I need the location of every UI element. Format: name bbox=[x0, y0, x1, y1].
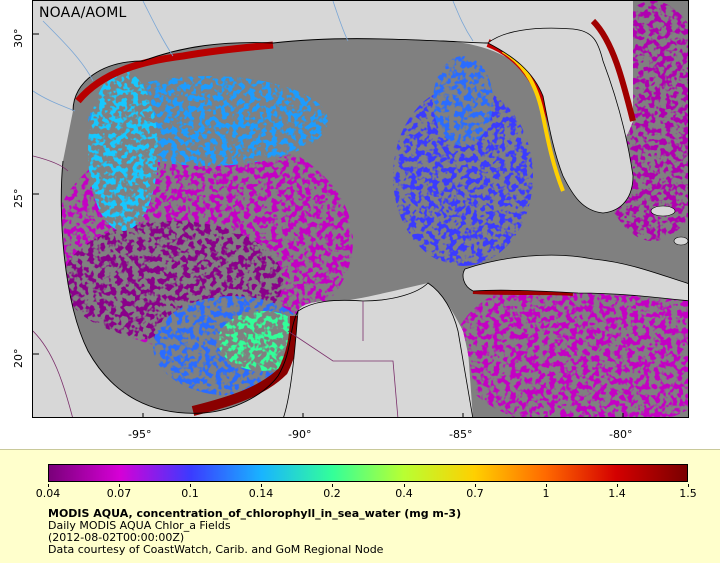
chlorophyll-map bbox=[33, 1, 688, 417]
border bbox=[287, 330, 399, 417]
gulf-coastline bbox=[60, 38, 489, 414]
bahamas-island bbox=[650, 205, 676, 217]
frame-ticks bbox=[33, 33, 624, 417]
y-tick-label: 20° bbox=[12, 348, 25, 369]
river bbox=[332, 1, 349, 42]
colorbar-label: 0.7 bbox=[466, 487, 484, 500]
border bbox=[33, 330, 73, 417]
texas-shelf-field bbox=[88, 71, 158, 231]
colorbar-tick bbox=[546, 484, 547, 487]
colorbar-tick bbox=[119, 484, 120, 487]
loop-current-field bbox=[433, 56, 493, 146]
legend-panel: 0.04 0.07 0.1 0.14 0.2 0.4 0.7 1 1.4 1.5 MODIS AQ… bbox=[0, 449, 720, 563]
colorbar-tick bbox=[332, 484, 333, 487]
y-tick-label: 25° bbox=[12, 188, 25, 209]
legend-credit: Data courtesy of CoastWatch, Carib. and … bbox=[48, 543, 384, 556]
y-tick-label: 30° bbox=[12, 28, 25, 49]
x-tick-label: -90° bbox=[288, 428, 312, 441]
colorbar-label: 0.14 bbox=[248, 487, 274, 500]
borders bbox=[33, 155, 399, 417]
colorbar-label: 1.5 bbox=[679, 487, 697, 500]
colorbar-tick bbox=[688, 484, 689, 487]
florida-land bbox=[487, 27, 634, 214]
legend-time: (2012-08-02T00:00:00Z) bbox=[48, 531, 185, 544]
x-tick-label: -95° bbox=[128, 428, 152, 441]
river bbox=[142, 1, 174, 57]
border bbox=[33, 155, 69, 172]
colorbar-label: 0.2 bbox=[323, 487, 341, 500]
map-frame: NOAA/AOML bbox=[32, 0, 689, 418]
florida-west-coast-yellow bbox=[501, 49, 565, 192]
colorbar-label: 1.4 bbox=[608, 487, 626, 500]
rivers bbox=[33, 1, 474, 112]
colorbar-label: 0.07 bbox=[106, 487, 132, 500]
colorbar-label: 1 bbox=[542, 487, 550, 500]
caribbean-field bbox=[453, 271, 688, 417]
river bbox=[33, 90, 76, 112]
bahamas-island bbox=[673, 236, 688, 246]
agency-label: NOAA/AOML bbox=[39, 5, 127, 21]
colorbar-tick bbox=[617, 484, 618, 487]
yucatan-land bbox=[283, 282, 474, 417]
atlantic-coast-bloom bbox=[590, 18, 636, 122]
legend-title: MODIS AQUA, concentration_of_chlorophyll… bbox=[48, 507, 462, 520]
colorbar-tick bbox=[261, 484, 262, 487]
colorbar-tick bbox=[475, 484, 476, 487]
cuba-land bbox=[462, 254, 688, 302]
x-tick-label: -85° bbox=[449, 428, 473, 441]
campeche-coast-bloom bbox=[191, 315, 300, 416]
north-coast-bloom bbox=[75, 41, 274, 104]
colorbar-label: 0.04 bbox=[35, 487, 61, 500]
colorbar-tick bbox=[48, 484, 49, 487]
legend-subtitle: Daily MODIS AQUA Chlor_a Fields bbox=[48, 519, 231, 532]
east-gulf-field bbox=[393, 86, 533, 266]
colorbar bbox=[48, 464, 688, 482]
river bbox=[42, 20, 94, 82]
river bbox=[452, 1, 474, 42]
x-tick-label: -80° bbox=[609, 428, 633, 441]
colorbar-tick bbox=[404, 484, 405, 487]
colorbar-label: 0.4 bbox=[395, 487, 413, 500]
colorbar-label: 0.1 bbox=[181, 487, 199, 500]
colorbar-tick bbox=[190, 484, 191, 487]
